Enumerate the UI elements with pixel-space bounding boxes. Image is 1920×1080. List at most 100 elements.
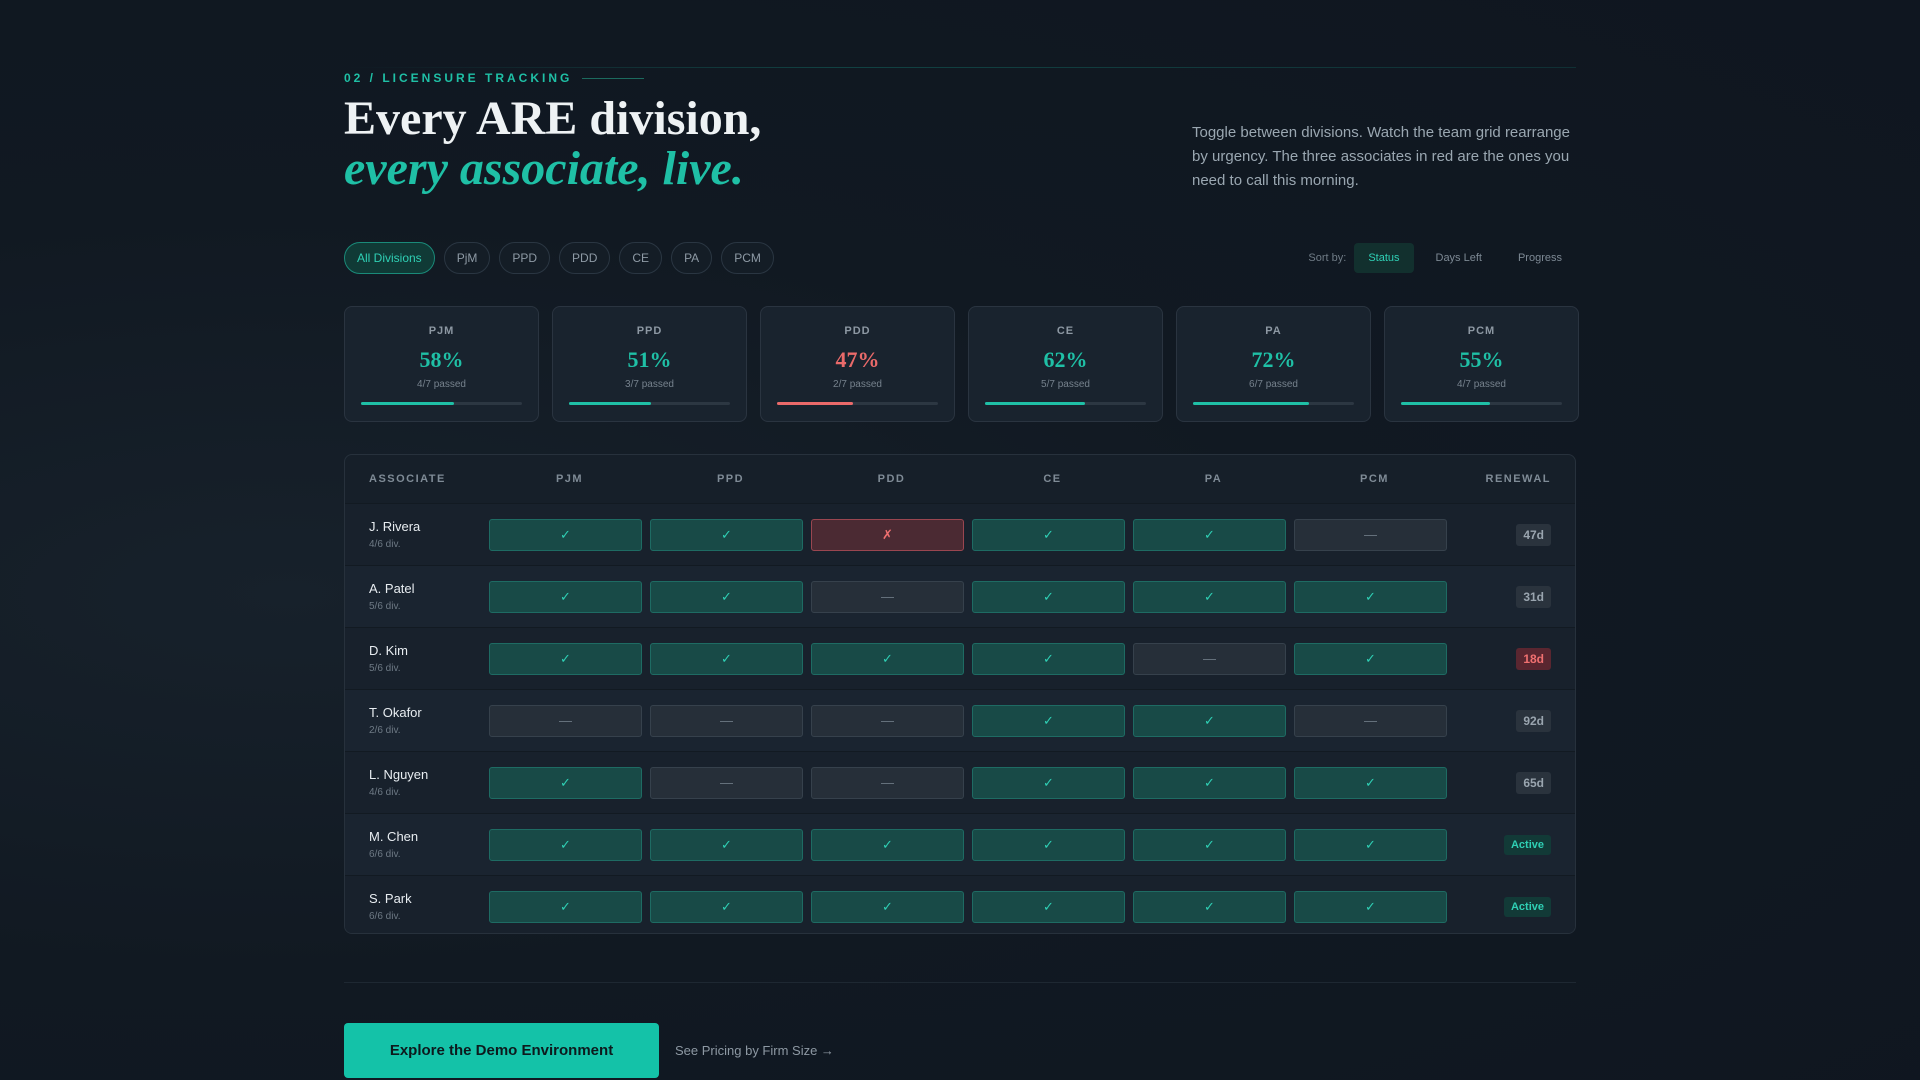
status-cell-pending[interactable]: —: [489, 704, 642, 737]
renewal-badge: Active: [1503, 896, 1551, 917]
associate-row[interactable]: S. Park 6/6 div. ✓ ✓ ✓ ✓ ✓ ✓ Active: [345, 875, 1575, 933]
renewal-cell: 31d: [1455, 585, 1575, 608]
column-header-pcm: PCM: [1360, 473, 1389, 485]
progress-fill: [1401, 402, 1490, 405]
associate-row[interactable]: T. Okafor 2/6 div. — — — ✓ ✓ —92d: [345, 689, 1575, 751]
status-cell-pass[interactable]: ✓: [1133, 766, 1286, 799]
column-header-ppd: PPD: [716, 473, 745, 485]
status-cell-pass[interactable]: ✓: [650, 642, 803, 675]
associate-row[interactable]: M. Chen 6/6 div. ✓ ✓ ✓ ✓ ✓ ✓ Active: [345, 813, 1575, 875]
status-cell-pass[interactable]: ✓: [972, 828, 1125, 861]
status-cell-pass[interactable]: ✓: [1133, 704, 1286, 737]
filter-chip-pdd[interactable]: PDD: [559, 242, 611, 274]
status-cell-pending[interactable]: —: [811, 704, 964, 737]
associate-row[interactable]: D. Kim 5/6 div. ✓ ✓ ✓ ✓ — ✓ 18d: [345, 627, 1575, 689]
renewal-cell: 65d: [1455, 771, 1575, 794]
status-cell-pass[interactable]: ✓: [489, 766, 642, 799]
associate-info: L. Nguyen 4/6 div.: [345, 767, 489, 798]
status-cell-pending[interactable]: —: [811, 766, 964, 799]
status-cell-pending[interactable]: —: [1133, 642, 1286, 675]
status-cell-pass[interactable]: ✓: [1133, 580, 1286, 613]
status-cell-pass[interactable]: ✓: [1294, 828, 1447, 861]
column-header-associate: ASSOCIATE: [369, 473, 446, 485]
division-card-label: PJM: [428, 325, 455, 337]
status-cell-pending[interactable]: —: [1294, 518, 1447, 551]
status-cell-pending[interactable]: —: [650, 766, 803, 799]
status-cell-pass[interactable]: ✓: [1133, 890, 1286, 923]
associate-row[interactable]: A. Patel 5/6 div. ✓ ✓ — ✓ ✓ ✓ 31d: [345, 565, 1575, 627]
status-cell-pass[interactable]: ✓: [811, 828, 964, 861]
renewal-badge: 92d: [1516, 709, 1551, 732]
associate-info: D. Kim 5/6 div.: [345, 643, 489, 674]
associate-row[interactable]: J. Rivera 4/6 div. ✓ ✓ ✗ ✓ ✓ —47d: [345, 503, 1575, 565]
status-cell-pass[interactable]: ✓: [1294, 580, 1447, 613]
renewal-cell: Active: [1455, 896, 1575, 917]
status-cell-pending[interactable]: —: [1294, 704, 1447, 737]
status-cell-pass[interactable]: ✓: [489, 642, 642, 675]
renewal-cell: Active: [1455, 834, 1575, 855]
filter-chip-ppd[interactable]: PPD: [499, 242, 551, 274]
status-cell-pass[interactable]: ✓: [972, 766, 1125, 799]
status-cell-pass[interactable]: ✓: [972, 890, 1125, 923]
status-cell-fail[interactable]: ✗: [811, 518, 964, 551]
filter-chip-pcm[interactable]: PCM: [721, 242, 774, 274]
progress-track: [1193, 402, 1354, 405]
division-pass-count: 3/7 passed: [625, 379, 674, 390]
pricing-link[interactable]: See Pricing by Firm Size →: [675, 1043, 834, 1058]
status-cell-pass[interactable]: ✓: [1294, 642, 1447, 675]
division-card-pa[interactable]: PA 72% 6/7 passed: [1176, 306, 1371, 422]
status-cell-pass[interactable]: ✓: [489, 518, 642, 551]
title-line-2: every associate, live.: [344, 142, 744, 195]
division-card-pcm[interactable]: PCM 55% 4/7 passed: [1384, 306, 1579, 422]
status-cell-pass[interactable]: ✓: [972, 580, 1125, 613]
filter-chip-all-divisions[interactable]: All Divisions: [344, 242, 435, 274]
filter-chip-pjm[interactable]: PjM: [443, 242, 491, 274]
filter-chip-ce[interactable]: CE: [619, 242, 663, 274]
progress-fill: [1193, 402, 1309, 405]
sort-option-status[interactable]: Status: [1354, 243, 1414, 273]
status-cell-pass[interactable]: ✓: [972, 518, 1125, 551]
status-cell-pass[interactable]: ✓: [811, 642, 964, 675]
status-cell-pending[interactable]: —: [650, 704, 803, 737]
sort-option-progress[interactable]: Progress: [1517, 252, 1562, 264]
associate-name: A. Patel: [369, 581, 415, 596]
status-cell-pass[interactable]: ✓: [650, 580, 803, 613]
renewal-cell: 18d: [1455, 647, 1575, 670]
status-cell-pass[interactable]: ✓: [1294, 766, 1447, 799]
progress-track: [1401, 402, 1562, 405]
division-pass-rate: 55%: [1459, 347, 1504, 372]
associate-division-count: 4/6 div.: [369, 787, 401, 798]
filter-chip-pa[interactable]: PA: [671, 242, 713, 274]
status-cell-pass[interactable]: ✓: [1133, 828, 1286, 861]
division-card-pjm[interactable]: PJM 58% 4/7 passed: [344, 306, 539, 422]
status-cell-pass[interactable]: ✓: [650, 518, 803, 551]
status-cell-pass[interactable]: ✓: [650, 890, 803, 923]
associate-division-count: 6/6 div.: [369, 849, 401, 860]
associate-info: T. Okafor 2/6 div.: [345, 705, 489, 736]
division-card-ce[interactable]: CE 62% 5/7 passed: [968, 306, 1163, 422]
division-card-pdd[interactable]: PDD 47% 2/7 passed: [760, 306, 955, 422]
progress-track: [569, 402, 730, 405]
renewal-badge: Active: [1503, 834, 1551, 855]
status-cell-pass[interactable]: ✓: [650, 828, 803, 861]
associate-info: M. Chen 6/6 div.: [345, 829, 489, 860]
sort-option-days-left[interactable]: Days Left: [1435, 252, 1482, 264]
status-cell-pass[interactable]: ✓: [972, 704, 1125, 737]
section-eyebrow: 02 / LICENSURE TRACKING: [344, 71, 645, 85]
page-title: Every ARE division, every associate, liv…: [344, 94, 761, 194]
status-cell-pass[interactable]: ✓: [489, 580, 642, 613]
status-cell-pass[interactable]: ✓: [489, 828, 642, 861]
division-card-ppd[interactable]: PPD 51% 3/7 passed: [552, 306, 747, 422]
associate-row[interactable]: L. Nguyen 4/6 div. ✓ — — ✓ ✓ ✓ 65d: [345, 751, 1575, 813]
status-cell-pass[interactable]: ✓: [1294, 890, 1447, 923]
status-cell-pass[interactable]: ✓: [972, 642, 1125, 675]
column-header-ce: CE: [1043, 473, 1062, 485]
status-cell-pass[interactable]: ✓: [811, 890, 964, 923]
division-pass-count: 4/7 passed: [1457, 379, 1506, 390]
explore-demo-button[interactable]: Explore the Demo Environment: [344, 1023, 659, 1078]
status-cell-pass[interactable]: ✓: [1133, 518, 1286, 551]
status-cell-pending[interactable]: —: [811, 580, 964, 613]
status-cell-pass[interactable]: ✓: [489, 890, 642, 923]
progress-track: [985, 402, 1146, 405]
associate-grid: ASSOCIATE PJM PPD PDD CE PA PCM RENEWAL J. Rive…: [344, 454, 1576, 934]
